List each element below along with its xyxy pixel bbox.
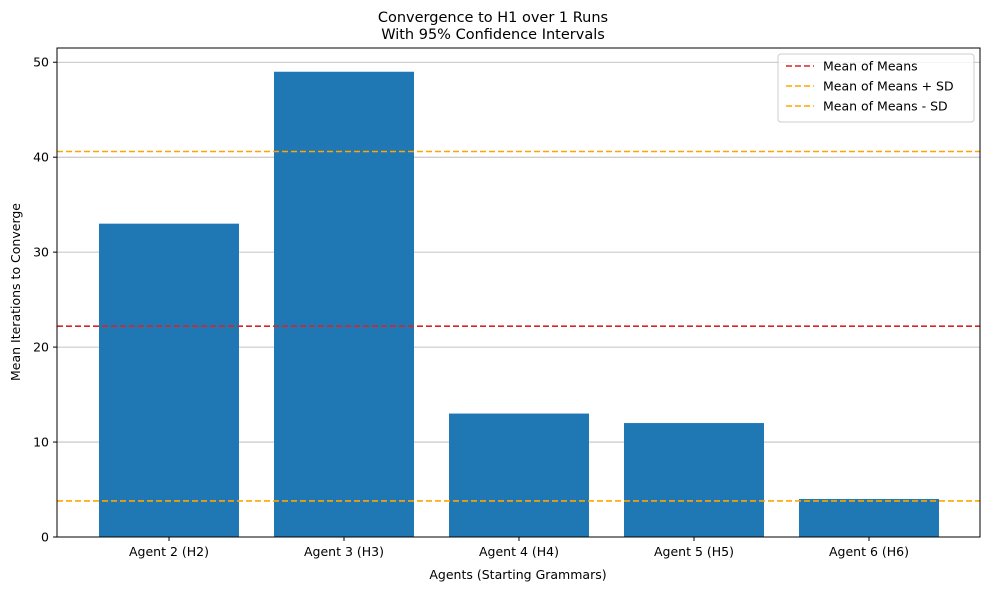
y-tick-label: 0 [41,530,49,545]
bars [99,71,939,538]
y-tick-label: 40 [33,150,49,165]
x-tick-label: Agent 4 (H4) [479,544,559,559]
y-tick-label: 20 [33,340,49,355]
x-tick-label: Agent 2 (H2) [129,544,209,559]
y-tick-label: 30 [33,245,49,260]
legend-label: Mean of Means + SD [823,79,954,94]
y-axis-label: Mean Iterations to Converge [8,203,23,381]
chart-title-line-2: With 95% Confidence Intervals [381,27,605,43]
legend-box [777,53,975,123]
bar [449,413,589,537]
legend-label: Mean of Means [823,59,918,74]
x-axis-label: Agents (Starting Grammars) [429,567,606,582]
y-tick-label: 10 [33,435,49,450]
chart-title-line-1: Convergence to H1 over 1 Runs [378,10,608,26]
bar [799,499,939,537]
bar [624,423,764,537]
x-tick-label: Agent 5 (H5) [654,544,734,559]
y-axis-ticks: 0 10 20 30 40 50 [33,55,57,545]
x-axis-ticks: Agent 2 (H2) Agent 3 (H3) Agent 4 (H4) Agen… [129,537,909,559]
x-tick-label: Agent 6 (H6) [829,544,909,559]
legend: Mean of Means Mean of Means + SD Mean of M… [777,53,975,123]
legend-label: Mean of Means - SD [823,99,948,114]
y-tick-label: 50 [33,55,49,70]
bar [274,71,414,538]
reference-lines [57,150,980,502]
bar [99,223,239,537]
x-tick-label: Agent 3 (H3) [304,544,384,559]
